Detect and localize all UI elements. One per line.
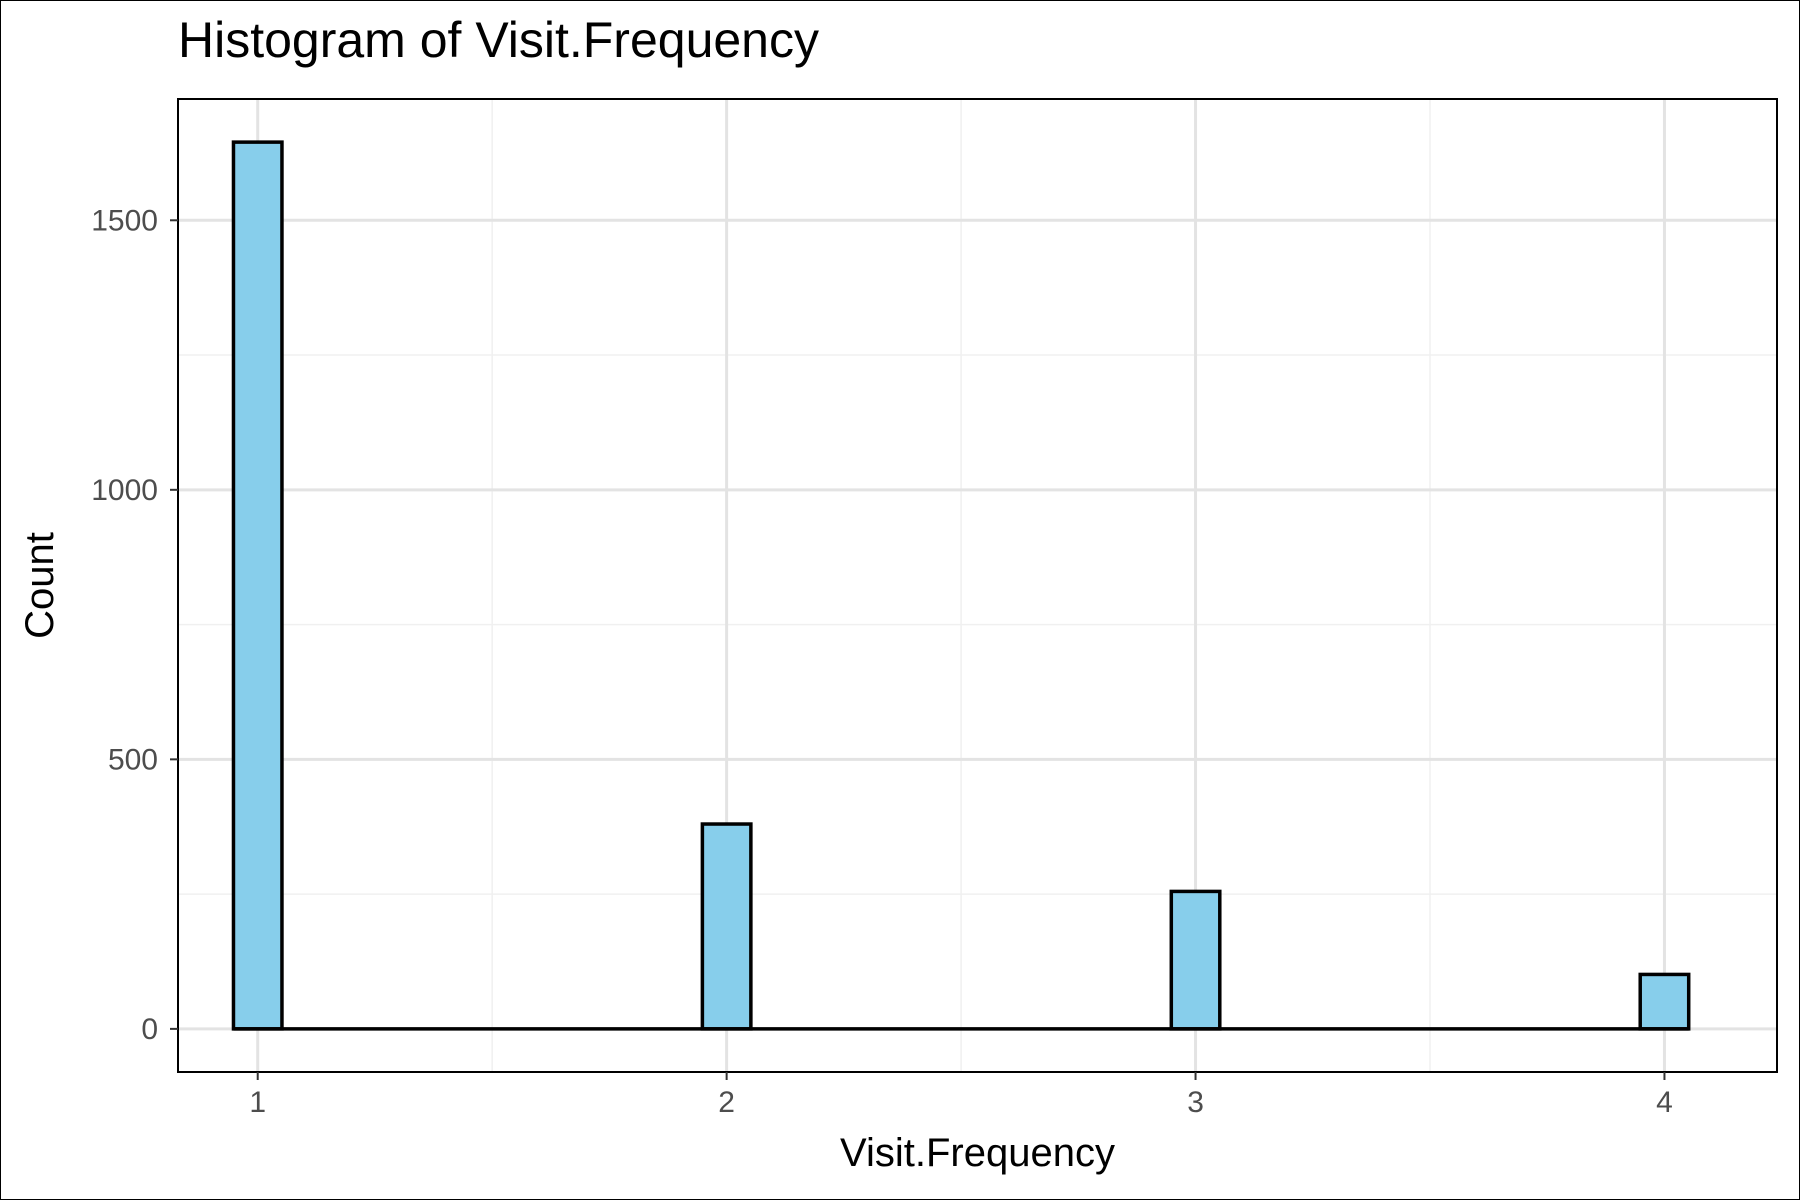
y-axis-title: Count bbox=[18, 532, 62, 639]
histogram-bar bbox=[1638, 972, 1691, 1031]
grid-minor bbox=[178, 99, 1777, 1072]
x-tick-label: 4 bbox=[1656, 1086, 1673, 1119]
y-tick-label: 1000 bbox=[91, 474, 158, 507]
x-tick-label: 1 bbox=[249, 1086, 266, 1119]
chart-title: Histogram of Visit.Frequency bbox=[178, 12, 819, 68]
x-axis-ticks: 1 2 3 4 bbox=[249, 1072, 1673, 1119]
y-tick-label: 0 bbox=[141, 1013, 158, 1046]
histogram-bar bbox=[1169, 889, 1222, 1031]
y-tick-label: 500 bbox=[108, 743, 158, 776]
x-tick-label: 3 bbox=[1187, 1086, 1204, 1119]
x-axis-title: Visit.Frequency bbox=[840, 1131, 1115, 1175]
x-tick-label: 2 bbox=[718, 1086, 735, 1119]
bars bbox=[231, 140, 1691, 1031]
panel-border bbox=[177, 98, 1778, 1073]
grid-major bbox=[178, 99, 1777, 1072]
histogram-bar bbox=[700, 822, 753, 1031]
y-tick-label: 1500 bbox=[91, 204, 158, 237]
histogram-bar bbox=[231, 140, 284, 1031]
y-axis-ticks: 0 500 1000 1500 bbox=[91, 204, 178, 1046]
